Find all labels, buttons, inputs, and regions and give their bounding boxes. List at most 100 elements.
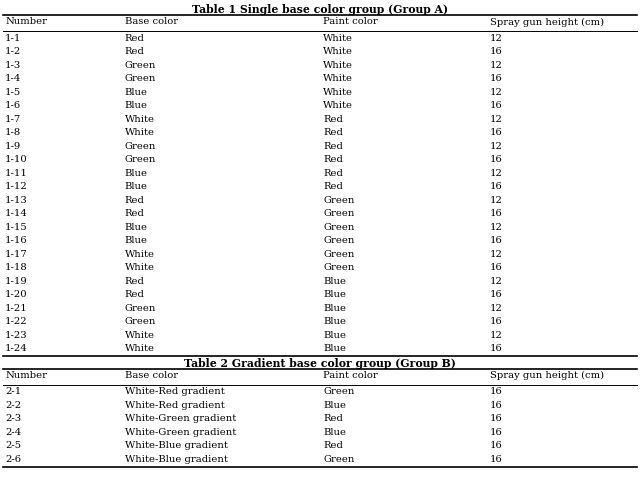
Text: Green: Green (323, 263, 355, 272)
Text: White: White (323, 101, 353, 110)
Text: 12: 12 (490, 223, 502, 232)
Text: 1-19: 1-19 (5, 277, 28, 286)
Text: Base color: Base color (125, 18, 178, 27)
Text: 1-12: 1-12 (5, 182, 28, 191)
Text: 1-11: 1-11 (5, 169, 28, 178)
Text: Red: Red (323, 155, 343, 164)
Text: Green: Green (125, 317, 156, 326)
Text: Green: Green (323, 249, 355, 259)
Text: 16: 16 (490, 344, 502, 353)
Text: Red: Red (125, 34, 145, 43)
Text: Green: Green (125, 155, 156, 164)
Text: Green: Green (323, 387, 355, 396)
Text: Red: Red (125, 196, 145, 205)
Text: Number: Number (5, 371, 47, 380)
Text: 1-10: 1-10 (5, 155, 28, 164)
Text: 1-22: 1-22 (5, 317, 28, 326)
Text: 1-24: 1-24 (5, 344, 28, 353)
Text: Green: Green (125, 74, 156, 83)
Text: Red: Red (125, 209, 145, 218)
Text: Red: Red (125, 290, 145, 299)
Text: Blue: Blue (125, 236, 148, 245)
Text: 16: 16 (490, 47, 502, 56)
Text: 16: 16 (490, 155, 502, 164)
Text: 2-3: 2-3 (5, 414, 21, 424)
Text: 2-2: 2-2 (5, 401, 21, 410)
Text: 1-3: 1-3 (5, 61, 21, 70)
Text: 16: 16 (490, 74, 502, 83)
Text: Red: Red (323, 142, 343, 151)
Text: White-Green gradient: White-Green gradient (125, 414, 236, 424)
Text: 12: 12 (490, 34, 502, 43)
Text: Number: Number (5, 18, 47, 27)
Text: White-Green gradient: White-Green gradient (125, 428, 236, 437)
Text: 1-7: 1-7 (5, 115, 21, 124)
Text: 1-18: 1-18 (5, 263, 28, 272)
Text: 2-5: 2-5 (5, 442, 21, 450)
Text: Red: Red (323, 169, 343, 178)
Text: White: White (323, 74, 353, 83)
Text: 16: 16 (490, 455, 502, 464)
Text: White-Red gradient: White-Red gradient (125, 387, 225, 396)
Text: 16: 16 (490, 401, 502, 410)
Text: Red: Red (323, 128, 343, 137)
Text: White: White (323, 88, 353, 97)
Text: 12: 12 (490, 249, 502, 259)
Text: 2-1: 2-1 (5, 387, 21, 396)
Text: Base color: Base color (125, 371, 178, 380)
Text: 1-20: 1-20 (5, 290, 28, 299)
Text: 12: 12 (490, 196, 502, 205)
Text: 16: 16 (490, 428, 502, 437)
Text: 16: 16 (490, 387, 502, 396)
Text: Spray gun height (cm): Spray gun height (cm) (490, 371, 604, 380)
Text: Green: Green (125, 304, 156, 313)
Text: Green: Green (125, 142, 156, 151)
Text: White-Red gradient: White-Red gradient (125, 401, 225, 410)
Text: 16: 16 (490, 236, 502, 245)
Text: 2-4: 2-4 (5, 428, 21, 437)
Text: Blue: Blue (125, 88, 148, 97)
Text: Green: Green (323, 196, 355, 205)
Text: 1-1: 1-1 (5, 34, 22, 43)
Text: Green: Green (323, 236, 355, 245)
Text: Blue: Blue (323, 330, 346, 340)
Text: White: White (125, 263, 155, 272)
Text: Paint color: Paint color (323, 18, 378, 27)
Text: White-Blue gradient: White-Blue gradient (125, 442, 228, 450)
Text: Red: Red (323, 115, 343, 124)
Text: Blue: Blue (323, 317, 346, 326)
Text: Blue: Blue (125, 101, 148, 110)
Text: Blue: Blue (323, 304, 346, 313)
Text: White: White (125, 128, 155, 137)
Text: 1-4: 1-4 (5, 74, 22, 83)
Text: 1-17: 1-17 (5, 249, 28, 259)
Text: Blue: Blue (323, 290, 346, 299)
Text: 16: 16 (490, 442, 502, 450)
Text: Green: Green (323, 209, 355, 218)
Text: White: White (125, 115, 155, 124)
Text: Blue: Blue (125, 169, 148, 178)
Text: White: White (323, 47, 353, 56)
Text: Red: Red (323, 414, 343, 424)
Text: Green: Green (323, 223, 355, 232)
Text: White: White (125, 344, 155, 353)
Text: 16: 16 (490, 128, 502, 137)
Text: 12: 12 (490, 330, 502, 340)
Text: Blue: Blue (125, 182, 148, 191)
Text: 12: 12 (490, 169, 502, 178)
Text: 1-9: 1-9 (5, 142, 21, 151)
Text: 1-14: 1-14 (5, 209, 28, 218)
Text: Blue: Blue (323, 277, 346, 286)
Text: Blue: Blue (323, 344, 346, 353)
Text: 16: 16 (490, 290, 502, 299)
Text: 1-23: 1-23 (5, 330, 28, 340)
Text: 16: 16 (490, 182, 502, 191)
Text: White: White (323, 34, 353, 43)
Text: 12: 12 (490, 115, 502, 124)
Text: Paint color: Paint color (323, 371, 378, 380)
Text: 12: 12 (490, 61, 502, 70)
Text: Red: Red (125, 47, 145, 56)
Text: White: White (323, 61, 353, 70)
Text: Green: Green (125, 61, 156, 70)
Text: Blue: Blue (125, 223, 148, 232)
